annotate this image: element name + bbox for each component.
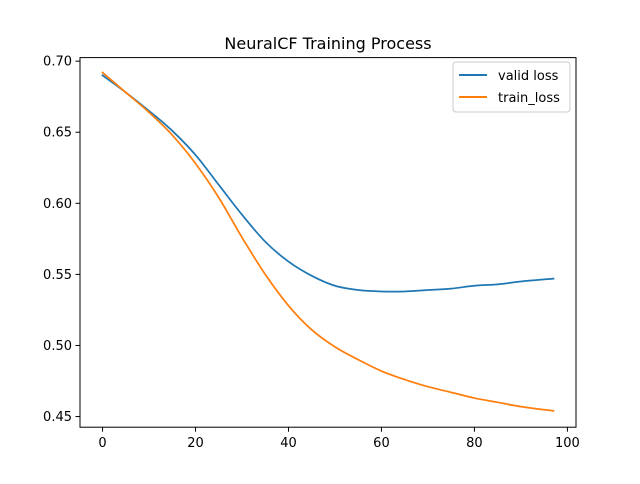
y-tick-label: 0.55 (43, 268, 72, 283)
y-tick-label: 0.50 (43, 339, 72, 354)
y-tick-label: 0.65 (43, 126, 72, 141)
y-tick-label: 0.70 (43, 55, 72, 70)
x-tick-label: 60 (373, 436, 390, 451)
x-tick-label: 100 (555, 436, 580, 451)
chart-title: NeuralCF Training Process (224, 34, 431, 53)
x-tick-label: 80 (466, 436, 483, 451)
y-tick-label: 0.45 (43, 410, 72, 425)
x-tick-label: 40 (280, 436, 297, 451)
y-tick-label: 0.60 (43, 197, 72, 212)
legend-train-loss-label: train_loss (498, 91, 560, 106)
legend: valid loss train_loss (453, 62, 570, 112)
legend-valid-loss-label: valid loss (498, 69, 559, 84)
x-tick-label: 0 (98, 436, 106, 451)
x-tick-label: 20 (187, 436, 204, 451)
